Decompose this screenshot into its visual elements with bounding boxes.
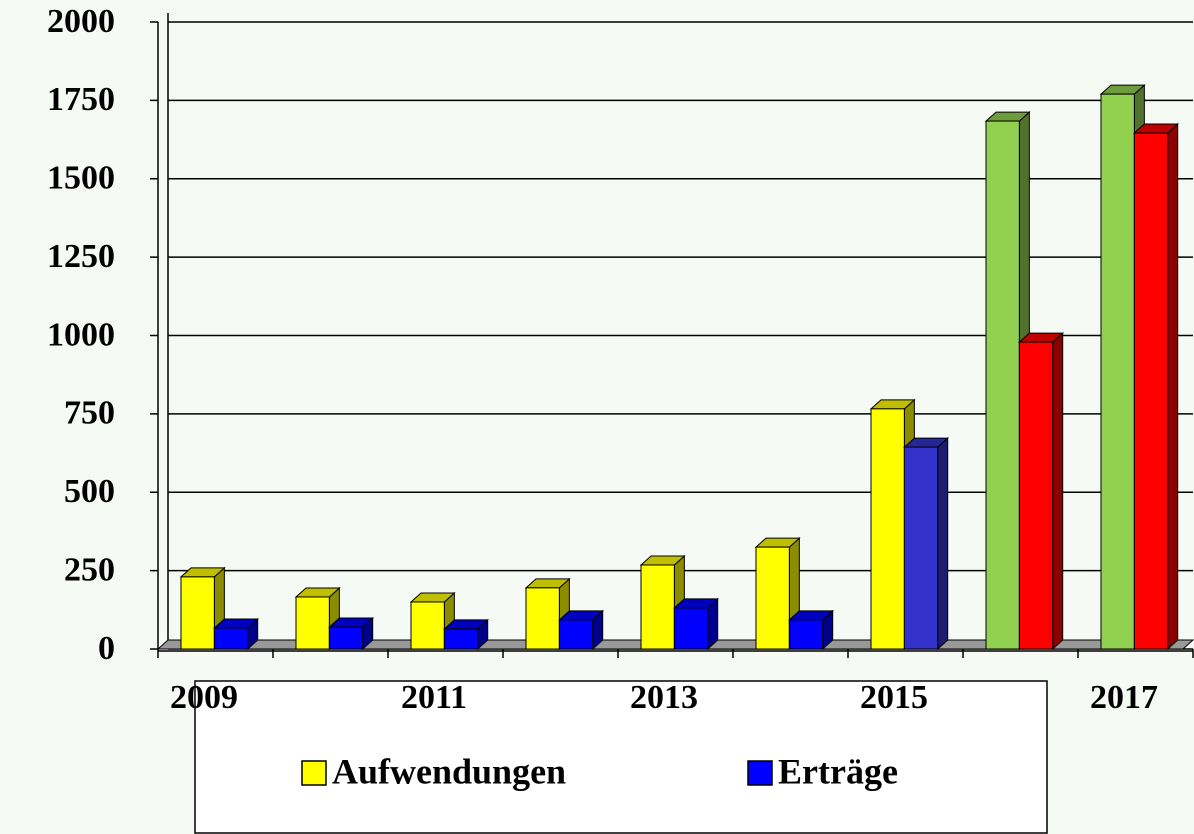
y-tick-label: 1750 xyxy=(47,81,115,118)
y-tick-label: 1250 xyxy=(47,238,115,275)
y-tick-label: 2000 xyxy=(47,3,115,40)
legend-label: Erträge xyxy=(778,751,898,791)
legend-swatch xyxy=(747,760,773,786)
y-tick-label: 1000 xyxy=(47,316,115,353)
bar xyxy=(213,627,249,650)
bar-side xyxy=(1167,122,1179,651)
bar xyxy=(1100,93,1135,650)
legend-label: Aufwendungen xyxy=(332,751,566,791)
y-tick-label: 1500 xyxy=(47,160,115,197)
x-tick-label: 2015 xyxy=(860,679,928,716)
bar xyxy=(788,619,824,650)
x-tick-label: 2011 xyxy=(401,679,467,716)
bar xyxy=(328,626,364,650)
bar xyxy=(1133,132,1169,650)
bar xyxy=(443,628,479,650)
bar xyxy=(640,564,675,650)
legend-swatch xyxy=(301,760,327,786)
x-tick-label: 2009 xyxy=(170,679,238,716)
bar xyxy=(755,546,790,650)
bar xyxy=(985,120,1020,650)
bar xyxy=(295,596,330,650)
x-tick-label: 2013 xyxy=(630,679,698,716)
bar xyxy=(673,607,709,650)
bar-side xyxy=(1052,331,1064,651)
bar xyxy=(525,587,560,650)
legend-box xyxy=(194,680,1048,834)
bar xyxy=(870,408,905,650)
y-tick-label: 750 xyxy=(64,395,115,432)
y-tick-label: 500 xyxy=(64,473,115,510)
bar-side xyxy=(937,436,949,651)
y-tick-label: 250 xyxy=(64,551,115,588)
bar xyxy=(180,576,215,650)
y-tick-label: 0 xyxy=(98,630,115,667)
bar xyxy=(558,619,594,650)
bar xyxy=(410,601,445,650)
bar xyxy=(903,446,939,650)
bar xyxy=(1018,341,1054,650)
x-tick-label: 2017 xyxy=(1090,679,1158,716)
